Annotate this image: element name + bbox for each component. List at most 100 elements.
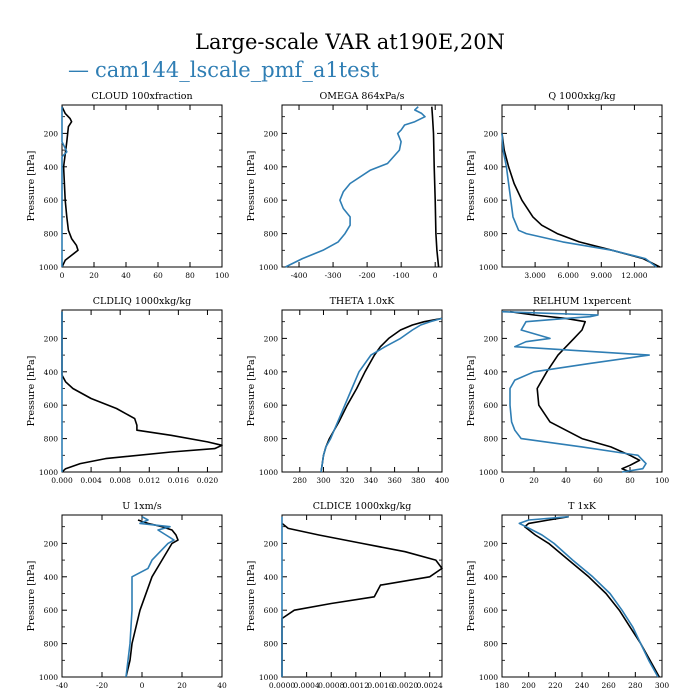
series-line-blue xyxy=(518,515,659,678)
series-line-blue xyxy=(501,310,651,473)
x-tick-label: 40 xyxy=(121,271,131,280)
y-tick-label: 800 xyxy=(44,435,59,444)
x-tick-label: 300 xyxy=(655,681,670,690)
x-tick-label: 380 xyxy=(411,476,426,485)
y-tick-label: 1000 xyxy=(479,673,498,682)
y-tick-label: 800 xyxy=(484,640,499,649)
y-axis-label: Pressure [hPa] xyxy=(466,561,477,632)
x-tick-label: 20 xyxy=(89,271,99,280)
y-tick-label: 800 xyxy=(484,230,499,239)
y-tick-label: 1000 xyxy=(259,468,278,477)
x-tick-label: 80 xyxy=(625,476,635,485)
x-tick-label: 20 xyxy=(529,476,539,485)
y-tick-label: 600 xyxy=(44,606,59,615)
y-tick-label: 1000 xyxy=(479,263,498,272)
series-line-black xyxy=(523,515,660,678)
x-tick-label: -40 xyxy=(56,681,68,690)
y-axis-label: Pressure [hPa] xyxy=(246,151,257,222)
x-tick-label: -200 xyxy=(359,271,376,280)
panel-frame xyxy=(61,309,223,473)
y-tick-label: 200 xyxy=(484,539,499,548)
y-tick-label: 800 xyxy=(484,435,499,444)
panel-frame xyxy=(281,309,443,473)
y-axis-label: Pressure [hPa] xyxy=(246,356,257,427)
series-line-black xyxy=(501,133,661,268)
x-tick-label: -400 xyxy=(291,271,308,280)
x-tick-label: 9.000 xyxy=(591,271,613,280)
x-tick-label: 0 xyxy=(60,271,65,280)
x-tick-label: 40 xyxy=(561,476,571,485)
x-tick-label: 100 xyxy=(215,271,230,280)
series-line-black xyxy=(320,317,443,473)
y-tick-label: 200 xyxy=(264,539,279,548)
series-line-blue xyxy=(125,515,175,678)
x-tick-label: 0.012 xyxy=(139,476,161,485)
legend-line-marker: — xyxy=(68,58,89,82)
x-tick-label: 400 xyxy=(435,476,450,485)
y-axis-label: Pressure [hPa] xyxy=(26,356,37,427)
x-tick-label: 60 xyxy=(593,476,603,485)
series-line-black xyxy=(61,106,79,268)
x-tick-label: 240 xyxy=(575,681,590,690)
y-tick-label: 200 xyxy=(44,539,59,548)
y-axis-label: Pressure [hPa] xyxy=(466,356,477,427)
y-tick-label: 200 xyxy=(484,334,499,343)
panel-title: RELHUM 1xpercent xyxy=(533,296,631,307)
x-tick-label: 6.000 xyxy=(557,271,579,280)
x-tick-label: 0.0000 xyxy=(269,681,295,690)
y-tick-label: 600 xyxy=(264,606,279,615)
y-tick-label: 400 xyxy=(264,163,279,172)
panel-title: CLOUD 100xfraction xyxy=(91,91,192,102)
panel-frame xyxy=(501,309,663,473)
x-tick-label: 0.020 xyxy=(197,476,219,485)
panel-title: Q 1000xkg/kg xyxy=(548,91,615,102)
y-tick-label: 600 xyxy=(44,196,59,205)
y-tick-label: 200 xyxy=(44,334,59,343)
y-tick-label: 600 xyxy=(484,401,499,410)
panel-title: CLDLIQ 1000xkg/kg xyxy=(93,296,191,307)
y-tick-label: 1000 xyxy=(479,468,498,477)
y-tick-label: 800 xyxy=(264,230,279,239)
y-axis-label: Pressure [hPa] xyxy=(466,151,477,222)
series-line-black xyxy=(431,106,440,268)
y-tick-label: 400 xyxy=(44,573,59,582)
panel-title: T 1xK xyxy=(568,501,597,512)
y-tick-label: 400 xyxy=(264,368,279,377)
panel-frame xyxy=(61,104,223,268)
y-tick-label: 800 xyxy=(264,435,279,444)
y-tick-label: 600 xyxy=(484,196,499,205)
x-tick-label: 0.016 xyxy=(168,476,190,485)
x-tick-label: 0.008 xyxy=(109,476,131,485)
y-tick-label: 200 xyxy=(264,334,279,343)
x-tick-label: -100 xyxy=(393,271,410,280)
y-tick-label: 200 xyxy=(264,129,279,138)
x-tick-label: 0.0008 xyxy=(318,681,344,690)
series-line-blue xyxy=(285,106,426,268)
x-tick-label: 0.0004 xyxy=(293,681,319,690)
series-line-blue xyxy=(61,106,68,267)
panel-title: OMEGA 864xPa/s xyxy=(319,91,404,102)
y-tick-label: 400 xyxy=(44,368,59,377)
x-tick-label: 200 xyxy=(522,681,537,690)
y-tick-label: 400 xyxy=(44,163,59,172)
x-tick-label: 260 xyxy=(602,681,617,690)
y-tick-label: 1000 xyxy=(39,263,58,272)
y-tick-label: 400 xyxy=(484,163,499,172)
x-tick-label: 0.0024 xyxy=(417,681,443,690)
x-tick-label: 360 xyxy=(387,476,402,485)
panel-title: CLDICE 1000xkg/kg xyxy=(313,501,412,512)
series-line-black xyxy=(125,519,179,678)
x-tick-label: 0 xyxy=(433,271,438,280)
x-tick-label: 60 xyxy=(153,271,163,280)
x-tick-label: 300 xyxy=(316,476,331,485)
x-tick-label: 320 xyxy=(340,476,355,485)
x-tick-label: 0.000 xyxy=(51,476,73,485)
x-tick-label: 280 xyxy=(628,681,643,690)
x-tick-label: 0 xyxy=(140,681,145,690)
y-axis-label: Pressure [hPa] xyxy=(26,561,37,632)
y-tick-label: 600 xyxy=(264,196,279,205)
x-tick-label: 3.000 xyxy=(524,271,546,280)
panel-frame xyxy=(281,514,443,678)
panel-frame xyxy=(501,104,663,268)
series-line-black xyxy=(509,310,641,473)
